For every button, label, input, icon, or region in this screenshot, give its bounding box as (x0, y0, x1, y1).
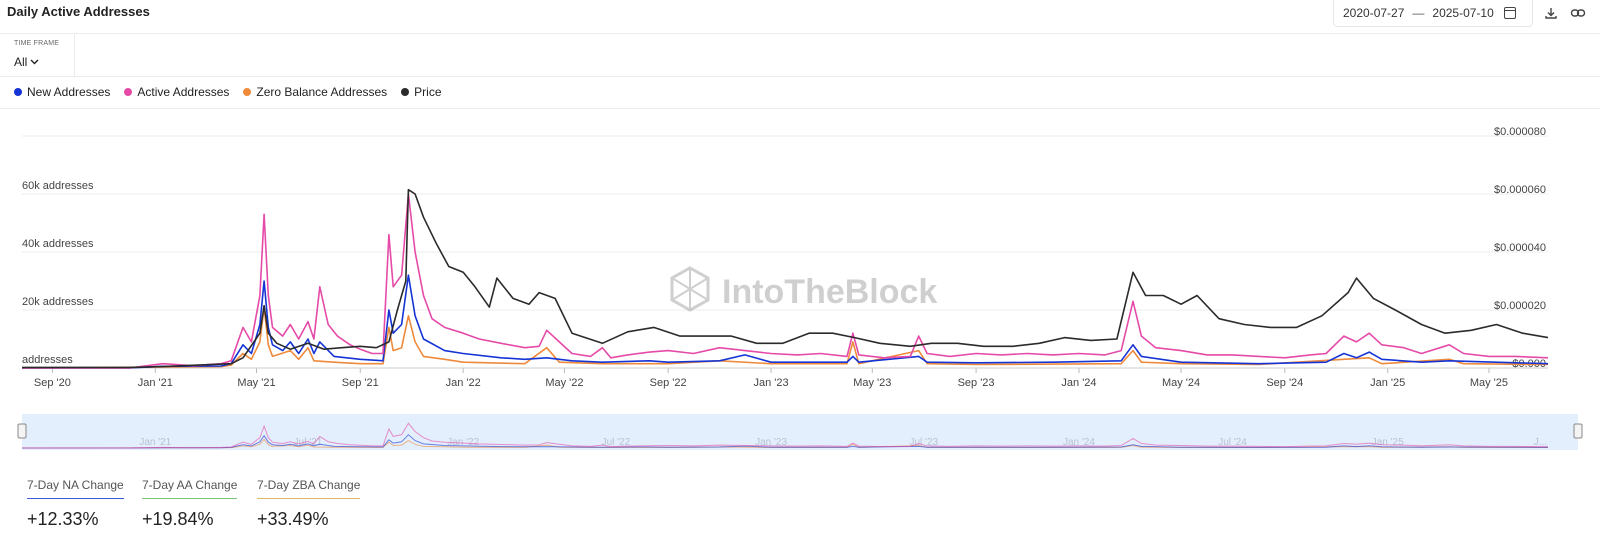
download-icon[interactable] (1542, 4, 1560, 22)
stat-zba-change: 7-Day ZBA Change +33.49% (257, 478, 361, 530)
legend-new-addresses[interactable]: New Addresses (14, 85, 110, 99)
series-line-zero-balance-addresses (21, 306, 1549, 369)
stat-value: +12.33% (27, 509, 99, 529)
timeframe-select[interactable]: All (14, 55, 39, 69)
navigator-tick-label: Jul '22 (602, 437, 631, 448)
x-tick-label: Jan '25 (1370, 377, 1405, 389)
navigator-tick-label: Jul '21 (294, 437, 323, 448)
x-tick-label: May '22 (545, 377, 583, 389)
date-range-picker[interactable]: 2020-07-27 — 2025-07-10 (1333, 0, 1533, 27)
y-axis-left: addresses 20k addresses 40k addresses 60k a… (22, 180, 94, 366)
series-line-active-addresses (22, 193, 1549, 369)
watermark-text: IntoTheBlock (722, 273, 937, 311)
date-end[interactable]: 2025-07-10 (1432, 6, 1494, 20)
x-tick-label: May '21 (237, 377, 275, 389)
y-left-tick-label: 60k addresses (22, 180, 94, 192)
legend-label: Zero Balance Addresses (256, 85, 388, 99)
timeframe-divider (74, 34, 75, 76)
x-tick-label: May '23 (853, 377, 891, 389)
navigator-line-active-addresses (22, 422, 1549, 449)
toolbar-divider (0, 76, 1600, 77)
chart-area[interactable]: IntoTheBlock addresses 20k addresses 40k a… (0, 108, 1600, 468)
legend-dot (401, 88, 410, 96)
legend-active-addresses[interactable]: Active Addresses (124, 85, 229, 99)
stat-label: 7-Day NA Change (27, 478, 124, 499)
intotheblock-logo-icon (670, 266, 710, 312)
navigator-tick-label: Jan '23 (755, 437, 787, 448)
x-tick-label: Jan '23 (754, 377, 789, 389)
navigator-ticks: Jan '21 Jul '21 Jan '22 Jul '22 Jan '23 Jul '… (139, 437, 1547, 448)
navigator-tick-label: Jan '22 (447, 437, 479, 448)
navigator-handle-left[interactable] (17, 423, 27, 439)
stat-label: 7-Day ZBA Change (257, 478, 361, 499)
stat-value: +19.84% (142, 509, 214, 529)
y-left-tick-label: 40k addresses (22, 238, 94, 250)
x-tick-label: Jan '22 (446, 377, 481, 389)
y-axis-right: $0.000$0.000020$0.000040$0.000060$0.0000… (1494, 126, 1546, 370)
legend-price[interactable]: Price (401, 85, 442, 99)
navigator-tick-label: Jul '24 (1218, 437, 1247, 448)
chart-legend: New Addresses Active Addresses Zero Bala… (14, 85, 442, 99)
series-lines (21, 188, 1549, 369)
link-icon[interactable] (1569, 4, 1587, 22)
x-tick-label: Sep '23 (958, 377, 995, 389)
y-left-tick-label: 20k addresses (22, 296, 94, 308)
legend-zero-balance-addresses[interactable]: Zero Balance Addresses (243, 85, 387, 99)
x-tick-label: May '24 (1162, 377, 1200, 389)
navigator-tick-label: Jul '23 (909, 437, 938, 448)
navigator[interactable]: Jan '21 Jul '21 Jan '22 Jul '22 Jan '23 Jul '… (17, 414, 1583, 450)
stat-label: 7-Day AA Change (142, 478, 238, 499)
timeframe-label: TIME FRAME (14, 40, 60, 47)
page-title: Daily Active Addresses (7, 4, 150, 19)
legend-dot (14, 88, 22, 96)
legend-dot (243, 88, 252, 96)
legend-label: Active Addresses (137, 85, 230, 99)
x-axis: Sep '20 Jan '21 May '21 Sep '21 Jan '22 May '… (22, 367, 1548, 389)
navigator-handle-right[interactable] (1573, 423, 1583, 439)
series-line-new-addresses (22, 274, 1549, 369)
y-right-tick-label: $0.000060 (1494, 184, 1546, 196)
x-tick-label: Jan '24 (1061, 377, 1096, 389)
x-tick-label: Sep '21 (342, 377, 379, 389)
timeframe-value[interactable]: All (14, 55, 28, 69)
y-right-tick-label: $0.000020 (1494, 300, 1546, 312)
date-start[interactable]: 2020-07-27 (1343, 6, 1405, 20)
header-divider (0, 33, 1600, 34)
y-right-tick-label: $0.000080 (1494, 126, 1546, 138)
navigator-tick-label: Jan '25 (1372, 437, 1404, 448)
x-tick-label: Jan '21 (138, 377, 173, 389)
y-left-tick-label: addresses (22, 354, 73, 366)
calendar-icon[interactable] (1503, 7, 1516, 19)
stat-na-change: 7-Day NA Change +12.33% (27, 478, 124, 530)
navigator-tick-label: J... (1534, 437, 1547, 448)
legend-dot (124, 88, 133, 96)
x-tick-label: Sep '22 (650, 377, 687, 389)
navigator-series (21, 422, 1549, 449)
stat-aa-change: 7-Day AA Change +19.84% (142, 478, 238, 530)
x-tick-label: Sep '24 (1266, 377, 1303, 389)
stat-value: +33.49% (257, 509, 329, 529)
series-line-price (22, 188, 1549, 369)
date-separator: — (1412, 6, 1425, 20)
navigator-tick-label: Jan '21 (139, 437, 171, 448)
legend-divider (0, 108, 1600, 109)
legend-label: New Addresses (27, 85, 111, 99)
y-right-tick-label: $0.000040 (1494, 242, 1546, 254)
legend-label: Price (414, 85, 442, 99)
x-tick-label: Sep '20 (34, 377, 71, 389)
chevron-down-icon[interactable] (30, 59, 39, 65)
navigator-tick-label: Jan '24 (1063, 437, 1095, 448)
navigator-line-zero-balance-addresses (21, 438, 1549, 449)
navigator-line-new-addresses (22, 434, 1549, 449)
navigator-range[interactable] (22, 414, 1578, 450)
x-tick-label: May '25 (1470, 377, 1508, 389)
watermark: IntoTheBlock (670, 266, 937, 312)
grid-lines (22, 135, 1548, 369)
